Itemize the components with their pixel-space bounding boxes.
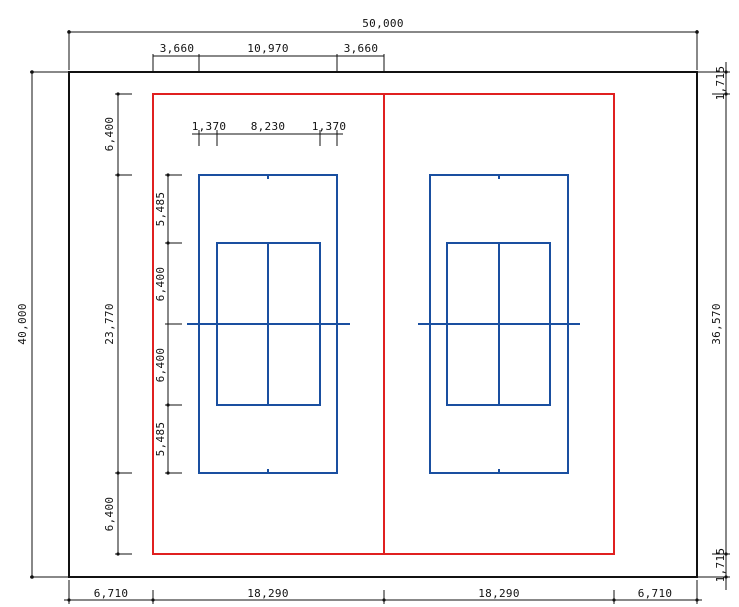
left-segment-label-3: 6,400: [103, 497, 116, 532]
inner-length-label-3: 6,400: [154, 348, 167, 383]
bottom-dimension: 6,710 18,290 18,290 6,710: [64, 580, 702, 604]
bottom-segment-label-1: 6,710: [94, 587, 129, 600]
left-segments-dimension: 6,400 23,770 6,400: [103, 92, 132, 556]
top-doubles-label-2: 10,970: [247, 42, 289, 55]
top-doubles-label-1: 3,660: [160, 42, 195, 55]
facility-outline: [68, 71, 698, 578]
top-overall-label: 50,000: [362, 17, 404, 30]
left-segment-label-1: 6,400: [103, 117, 116, 152]
left-overall-label: 40,000: [16, 303, 29, 345]
top-doubles-label-3: 3,660: [344, 42, 379, 55]
inner-width-label-2: 8,230: [251, 120, 286, 133]
right-overall-label: 36,570: [710, 303, 723, 345]
top-overall-dimension: 50,000: [67, 17, 699, 70]
right-dimension: 1,715 36,570 1,715: [697, 62, 730, 590]
inner-width-label-3: 1,370: [312, 120, 347, 133]
bottom-segment-label-3: 18,290: [478, 587, 520, 600]
right-bottom-label: 1,715: [714, 548, 727, 583]
inner-length-label-2: 6,400: [154, 267, 167, 302]
tennis-court-left: [187, 174, 350, 474]
bottom-segment-label-4: 6,710: [638, 587, 673, 600]
court-area-boundary: [152, 93, 615, 555]
inner-length-label-4: 5,485: [154, 422, 167, 457]
inner-length-dimension: 5,485 6,400 6,400 5,485: [154, 173, 182, 475]
inner-width-label-1: 1,370: [192, 120, 227, 133]
inner-length-label-1: 5,485: [154, 192, 167, 227]
left-segment-label-2: 23,770: [103, 303, 116, 345]
tennis-court-right: [418, 174, 580, 474]
bottom-segment-label-2: 18,290: [247, 587, 289, 600]
left-overall-dimension: 40,000: [16, 70, 69, 579]
inner-width-dimension: 1,370 8,230 1,370: [192, 120, 347, 146]
right-top-label: 1,715: [714, 66, 727, 101]
top-doubles-dimension: 3,660 10,970 3,660: [152, 42, 385, 71]
